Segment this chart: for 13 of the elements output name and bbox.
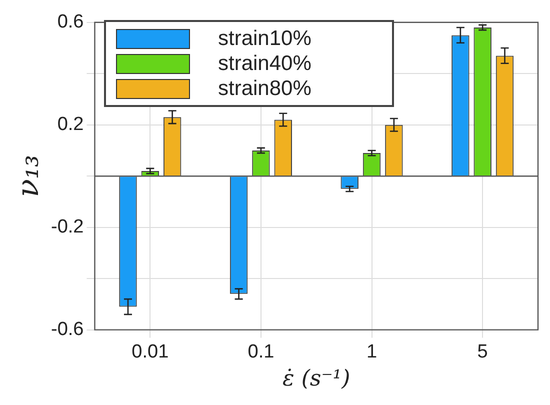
x-axis-title: ε̇ (s⁻¹) [282, 366, 350, 392]
x-tick-label: 1 [366, 341, 378, 362]
legend-label: strain40% [218, 52, 312, 76]
y-tick-label: -0.6 [50, 319, 84, 340]
legend-label: strain10% [218, 26, 312, 50]
legend-label: strain80% [218, 76, 312, 100]
x-tick-label: 0.01 [132, 341, 169, 362]
y-axis-title: ν₁₃ [10, 154, 46, 198]
y-tick-label: -0.2 [50, 216, 84, 238]
y-tick-label: 0.2 [57, 114, 84, 136]
x-tick-label: 0.1 [248, 341, 274, 362]
x-tick-label: 5 [477, 341, 488, 362]
y-tick-label: 0.6 [57, 12, 84, 33]
